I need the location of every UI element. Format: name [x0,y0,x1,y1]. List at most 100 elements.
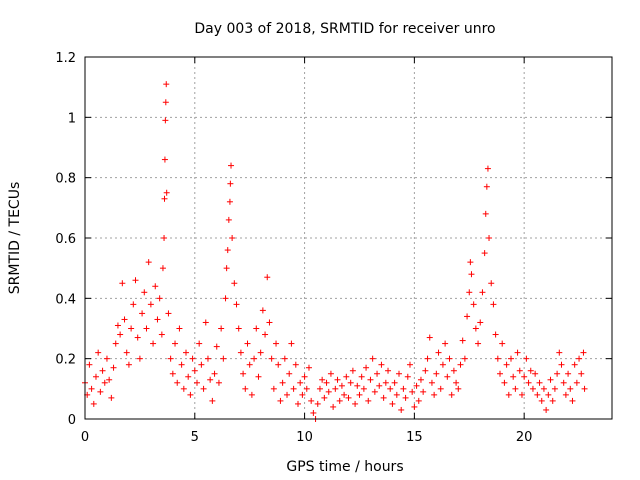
data-point [360,385,367,392]
data-point [516,367,523,374]
data-point [558,361,565,368]
data-point [486,235,493,241]
data-point [415,397,422,404]
data-point [363,364,370,371]
data-point [231,280,238,287]
y-tick-label: 0.8 [55,172,76,187]
data-point [134,334,141,341]
data-point [543,406,550,413]
data-point [185,373,192,380]
data-point [150,340,157,347]
data-point [288,340,295,347]
data-point [198,361,205,368]
data-point [141,289,148,296]
chart-title: Day 003 of 2018, SRMTID for receiver unr… [194,21,495,37]
data-point [92,373,99,380]
x-tick-label: 20 [516,430,533,445]
data-point [499,340,506,347]
data-point [178,361,185,368]
data-point [554,370,561,377]
data-point [518,391,525,398]
data-point [492,331,499,338]
data-point [483,183,490,190]
data-point [161,235,168,241]
data-point [257,349,264,356]
x-tick-labels: 0 5 10 15 20 [81,430,533,445]
data-point [576,355,583,362]
data-point [457,361,464,368]
data-point [323,379,330,386]
y-tick-label: 0.6 [55,232,76,247]
data-point [580,349,587,356]
data-point [497,370,504,377]
data-point [167,355,174,362]
data-point [444,373,451,380]
data-point [308,397,315,404]
data-point [161,156,168,163]
data-point [374,370,381,377]
data-point [97,388,104,395]
data-point [417,376,424,383]
data-point [560,379,567,386]
data-point [305,364,312,371]
data-point [275,361,282,368]
data-point [467,259,474,266]
data-point [549,397,556,404]
data-point [385,367,392,374]
data-point [567,385,574,392]
data-point [273,340,280,347]
data-point [301,373,308,380]
data-point [409,388,416,395]
data-point [125,361,132,368]
data-point [158,331,165,338]
data-point [169,370,176,377]
data-point [402,394,409,401]
data-point [347,379,354,386]
data-point [277,397,284,404]
data-point [123,349,130,356]
data-point [338,382,345,389]
data-point [159,265,166,272]
data-point [218,325,225,332]
x-tick-label: 0 [81,430,89,445]
data-point [237,349,244,356]
data-point [136,355,143,362]
data-point [220,355,227,362]
data-point [229,235,236,241]
data-point [371,388,378,395]
data-point [251,355,258,362]
data-point [565,370,572,377]
data-point [422,367,429,374]
data-point [345,394,352,401]
data-point [110,364,117,371]
data-point [538,397,545,404]
data-point [88,385,95,392]
y-axis-label: SRMTID / TECUs [7,182,23,295]
data-point [461,355,468,362]
data-point [108,394,115,401]
data-point [174,379,181,386]
data-point [154,316,161,323]
data-point [396,370,403,377]
data-point [453,379,460,386]
data-point [299,391,306,398]
data-point [225,216,232,223]
data-point [246,361,253,368]
data-point [389,400,396,407]
data-point [224,247,231,254]
data-point [162,99,169,106]
data-point [354,382,361,389]
data-point [290,385,297,392]
data-point [163,189,170,196]
data-point [464,313,471,320]
data-point [222,295,229,302]
data-point [202,319,209,326]
data-point [330,403,337,410]
data-point [391,379,398,386]
data-point [95,349,102,356]
data-point [525,379,532,386]
data-point [343,373,350,380]
data-point [86,361,93,368]
data-point [204,355,211,362]
data-point [213,343,220,350]
